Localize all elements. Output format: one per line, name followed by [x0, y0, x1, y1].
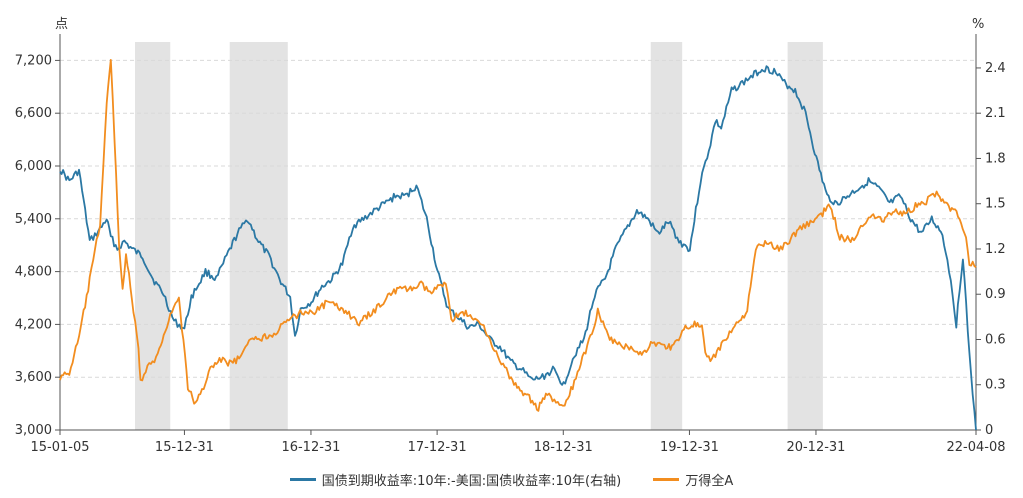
x-axis: 15-01-05 15-12-31 16-12-31 17-12-31 18-12-31…	[30, 429, 1006, 455]
right-tick-label-1: 0.3	[985, 378, 1006, 393]
left-tick-label-1: 3,600	[15, 370, 52, 385]
series-line-bond-spread	[59, 65, 977, 431]
left-tick-label-6: 6,600	[15, 106, 52, 121]
x-tick-label-3: 17-12-31	[408, 440, 467, 455]
left-axis-unit: 点	[55, 17, 68, 32]
legend-item-bond-spread[interactable]: 国债到期收益率:10年:-美国:国债收益率:10年(右轴)	[289, 470, 622, 489]
chart: 点 3,000 3,600 4,200 4,800 5,400 6,000 6,600 7,2…	[15, 17, 1006, 455]
x-tick-label-2: 16-12-31	[281, 440, 340, 455]
left-axis: 点 3,000 3,600 4,200 4,800 5,400 6,000 6,600 7,2…	[15, 17, 68, 438]
right-axis-unit: %	[972, 17, 984, 32]
shaded-period-1	[229, 42, 288, 430]
x-tick-label-4: 18-12-31	[534, 440, 593, 455]
left-tick-label-3: 4,800	[15, 265, 52, 280]
right-tick-label-2: 0.6	[985, 332, 1006, 347]
left-tick-label-2: 4,200	[15, 317, 52, 332]
x-tick-label-0: 15-01-05	[30, 440, 89, 455]
left-tick-label-0: 3,000	[15, 423, 52, 438]
x-tick-label-7: 22-04-08	[946, 440, 1005, 455]
left-tick-label-4: 5,400	[15, 212, 52, 227]
right-tick-label-4: 1.2	[985, 242, 1006, 257]
legend-swatch-bond-spread	[289, 478, 316, 481]
right-tick-label-8: 2.4	[985, 61, 1006, 76]
left-tick-label-5: 6,000	[15, 159, 52, 174]
right-tick-label-7: 2.1	[985, 106, 1006, 121]
legend-swatch-wind-a	[653, 478, 680, 481]
x-tick-label-5: 19-12-31	[660, 440, 719, 455]
legend-label-wind-a: 万得全A	[685, 474, 734, 489]
gridlines	[60, 59, 976, 378]
x-tick-label-1: 15-12-31	[155, 440, 214, 455]
shaded-period-0	[135, 42, 171, 430]
x-tick-label-6: 20-12-31	[786, 440, 845, 455]
legend-label-bond-spread: 国债到期收益率:10年:-美国:国债收益率:10年(右轴)	[321, 474, 622, 489]
right-tick-label-6: 1.8	[985, 151, 1006, 166]
right-tick-label-0: 0	[985, 423, 993, 438]
right-tick-label-5: 1.5	[985, 197, 1006, 212]
series-line-wind-a	[59, 59, 977, 412]
right-tick-label-3: 0.9	[985, 287, 1006, 302]
shaded-periods	[135, 42, 823, 430]
series-lines	[59, 59, 977, 431]
left-tick-label-7: 7,200	[15, 53, 52, 68]
right-axis: % 0 0.3 0.6 0.9 1.2 1.5 1.8 2.1 2.4	[972, 17, 1006, 438]
shaded-period-3	[787, 42, 823, 430]
legend-item-wind-a[interactable]: 万得全A	[653, 470, 733, 489]
shaded-period-2	[650, 42, 683, 430]
legend: 国债到期收益率:10年:-美国:国债收益率:10年(右轴) 万得全A	[0, 470, 1023, 489]
